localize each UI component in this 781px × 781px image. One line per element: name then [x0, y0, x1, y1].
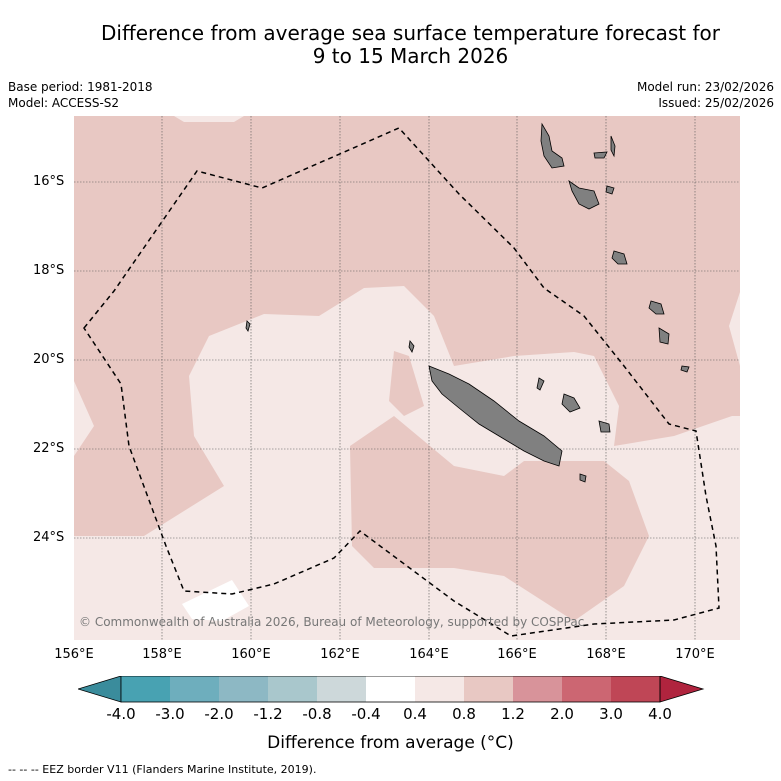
model-name: Model: ACCESS-S2: [8, 96, 120, 110]
lon-label-162e: 162°E: [320, 647, 360, 662]
anomaly-region-top-strip: [174, 116, 244, 122]
lon-label-166e: 166°E: [497, 647, 537, 662]
lat-label-22s: 22°S: [33, 441, 65, 456]
colorbar: [78, 676, 705, 703]
lon-label-164e: 164°E: [409, 647, 449, 662]
landmass-new-caledonia: [428, 365, 563, 467]
lon-label-170e: 170°E: [675, 647, 715, 662]
landmass-ambae: [593, 151, 608, 159]
neutral-region: [182, 580, 249, 621]
landmass-loyalty-ouvea: [536, 377, 545, 391]
lat-label-16s: 16°S: [33, 174, 65, 189]
colorbar-tick: 2.0: [550, 705, 574, 723]
colorbar-segment: [366, 676, 415, 702]
base-period: Base period: 1981-2018: [8, 80, 153, 94]
landmass-isle-of-pines: [579, 473, 587, 483]
colorbar-segment: [317, 676, 366, 702]
anomaly-region-south-tongue: [350, 416, 649, 621]
colorbar-segment: [513, 676, 562, 702]
lon-label-168e: 168°E: [586, 647, 626, 662]
colorbar-segment: [170, 676, 219, 702]
colorbar-title: Difference from average (°C): [267, 733, 514, 753]
landmass-erromango: [658, 327, 670, 345]
colorbar-tick: 1.2: [501, 705, 525, 723]
colorbar-segment: [464, 676, 513, 702]
landmass-espiritu-santo: [540, 122, 565, 169]
colorbar-tick: -1.2: [253, 705, 283, 723]
colorbar-tick: 0.8: [452, 705, 476, 723]
colorbar-tick: -2.0: [204, 705, 234, 723]
landmass-islet-east: [680, 365, 690, 373]
colorbar-tick: -0.8: [302, 705, 332, 723]
lon-label-160e: 160°E: [231, 647, 271, 662]
colorbar-tick: 0.4: [403, 705, 427, 723]
colorbar-segment: [268, 676, 317, 702]
colorbar-segment: [219, 676, 268, 702]
colorbar-tick: -4.0: [106, 705, 136, 723]
map-copyright: © Commonwealth of Australia 2026, Bureau…: [79, 615, 584, 629]
chart-title-line2: 9 to 15 March 2026: [312, 44, 509, 68]
eez-footnote: -- -- -- EEZ border V11 (Flanders Marine…: [8, 763, 317, 776]
lon-label-156e: 156°E: [54, 647, 94, 662]
landmass-malakula: [568, 180, 600, 210]
meta-right: Model run: 23/02/2026 Issued: 25/02/2026: [637, 79, 774, 111]
colorbar-tick: 3.0: [599, 705, 623, 723]
issued-date: Issued: 25/02/2026: [658, 96, 774, 110]
colorbar-segment: [562, 676, 611, 702]
colorbar-tick: -0.4: [351, 705, 381, 723]
colorbar-tick: 4.0: [648, 705, 672, 723]
landmass-epi: [605, 185, 615, 195]
lon-label-158e: 158°E: [142, 647, 182, 662]
lat-label-18s: 18°S: [33, 263, 65, 278]
graticule: [74, 116, 740, 640]
chart-title-line1: Difference from average sea surface temp…: [100, 21, 720, 45]
landmass-efate: [611, 250, 628, 265]
landmass-pentecost: [610, 135, 616, 158]
sst-anomaly-map: © Commonwealth of Australia 2026, Bureau…: [74, 116, 740, 640]
colorbar-extend-max: [659, 676, 705, 703]
colorbar-segment: [611, 676, 660, 702]
colorbar-outline: [120, 676, 661, 703]
landmass-loyalty-lifou: [561, 393, 581, 413]
colorbar-tick: -3.0: [155, 705, 185, 723]
eez-border: [83, 127, 720, 637]
lat-label-20s: 20°S: [33, 352, 65, 367]
colorbar-segment: [415, 676, 464, 702]
landmass-tanna: [648, 300, 665, 315]
lat-label-24s: 24°S: [33, 530, 65, 545]
anomaly-region-center-patch: [389, 351, 424, 416]
landmass-group: [245, 122, 690, 483]
landmass-loyalty-mare: [598, 420, 611, 433]
landmass-islet-belep: [408, 340, 415, 353]
colorbar-segment: [121, 676, 170, 702]
model-run: Model run: 23/02/2026: [636, 80, 774, 94]
anomaly-region-right-edge: [729, 292, 740, 366]
meta-left: Base period: 1981-2018 Model: ACCESS-S2: [8, 79, 153, 111]
colorbar-extend-min: [78, 676, 122, 703]
landmass-chesterfield: [245, 320, 251, 332]
